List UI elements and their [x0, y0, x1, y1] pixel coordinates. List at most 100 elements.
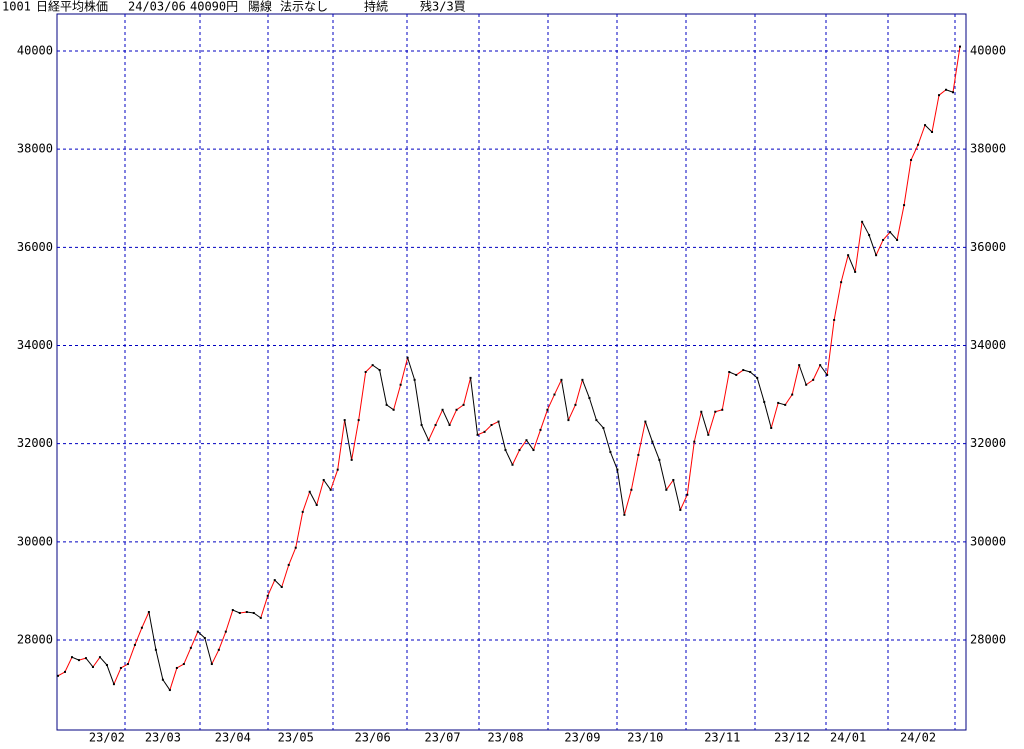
title-part: 法示なし — [280, 0, 328, 14]
data-point — [924, 124, 927, 127]
line-segment — [197, 631, 206, 639]
data-point — [630, 488, 633, 491]
data-point — [805, 383, 808, 386]
data-point — [714, 410, 717, 413]
line-segment — [477, 431, 485, 436]
x-tick-label: 24/02 — [900, 731, 936, 745]
data-point — [560, 378, 563, 381]
data-point — [217, 648, 220, 651]
data-point — [455, 408, 458, 411]
data-point — [917, 143, 920, 146]
line-segment — [616, 469, 625, 515]
data-point — [350, 458, 353, 461]
line-segment — [344, 420, 353, 460]
line-segment — [358, 371, 367, 421]
data-point — [448, 424, 451, 427]
data-point — [854, 270, 857, 273]
data-point — [154, 648, 157, 651]
line-segment — [435, 409, 444, 426]
line-segment — [778, 402, 786, 406]
data-point — [77, 659, 80, 662]
line-segment — [917, 124, 926, 145]
data-point — [126, 663, 129, 666]
data-point — [945, 88, 948, 91]
line-segment — [400, 357, 409, 385]
data-point — [259, 616, 262, 619]
data-point — [763, 400, 766, 403]
line-segment — [910, 144, 919, 161]
data-point — [294, 546, 297, 549]
line-segment — [721, 371, 730, 410]
data-point — [322, 478, 325, 481]
line-segment — [505, 449, 513, 465]
data-point — [385, 403, 388, 406]
x-tick-label: 23/05 — [278, 731, 314, 745]
data-point — [707, 433, 710, 436]
line-segment — [519, 439, 527, 451]
data-point — [679, 508, 682, 511]
data-point — [273, 579, 276, 582]
data-point — [616, 468, 619, 471]
line-segment — [386, 404, 394, 411]
line-segment — [295, 511, 304, 548]
data-point — [57, 674, 59, 677]
y-tick-label-right: 36000 — [970, 240, 1006, 254]
line-segment — [498, 421, 506, 451]
data-point — [826, 373, 829, 376]
line-segment — [393, 384, 402, 410]
line-segment — [945, 89, 954, 93]
data-point — [952, 91, 955, 94]
data-point — [959, 45, 961, 48]
line-segment — [840, 255, 849, 283]
line-segment — [567, 404, 576, 421]
data-point — [315, 504, 318, 507]
line-segment — [183, 647, 192, 665]
title-part: 1001 — [2, 0, 31, 14]
data-point — [343, 419, 346, 422]
data-point — [812, 378, 815, 381]
data-point — [371, 364, 374, 367]
y-tick-label: 38000 — [17, 142, 53, 156]
line-segment — [85, 657, 94, 668]
data-point — [98, 656, 101, 659]
line-segment — [539, 409, 548, 431]
line-segment — [896, 205, 905, 241]
data-point — [511, 463, 514, 466]
line-segment — [763, 401, 772, 429]
title-part: 40090円 — [190, 0, 238, 14]
data-point — [175, 666, 178, 669]
line-segment — [798, 364, 807, 385]
data-point — [189, 646, 192, 649]
data-point — [329, 488, 332, 491]
data-point — [420, 424, 423, 427]
data-point — [427, 439, 430, 442]
line-segment — [644, 421, 653, 442]
line-segment — [253, 612, 262, 619]
line-segment — [630, 454, 639, 490]
line-segment — [71, 656, 80, 661]
line-segment — [330, 469, 339, 490]
line-segment — [868, 234, 877, 256]
data-point — [539, 428, 542, 431]
data-point — [245, 611, 248, 614]
line-segment — [365, 364, 374, 373]
line-segment — [134, 627, 143, 646]
data-point — [721, 408, 724, 411]
data-point — [602, 426, 605, 429]
data-point — [63, 670, 66, 673]
line-segment — [938, 89, 947, 96]
line-segment — [162, 679, 171, 691]
data-point — [252, 611, 255, 614]
data-point — [504, 449, 507, 452]
title-part: 残3/3買 — [420, 0, 466, 14]
data-point — [224, 630, 227, 633]
line-segment — [127, 644, 136, 665]
line-segment — [323, 479, 332, 491]
data-point — [644, 420, 647, 423]
line-segment — [351, 420, 360, 460]
data-point — [308, 490, 311, 493]
y-tick-label-right: 28000 — [970, 632, 1006, 646]
line-segment — [574, 379, 583, 406]
data-point — [791, 393, 794, 396]
line-segment — [92, 656, 101, 668]
